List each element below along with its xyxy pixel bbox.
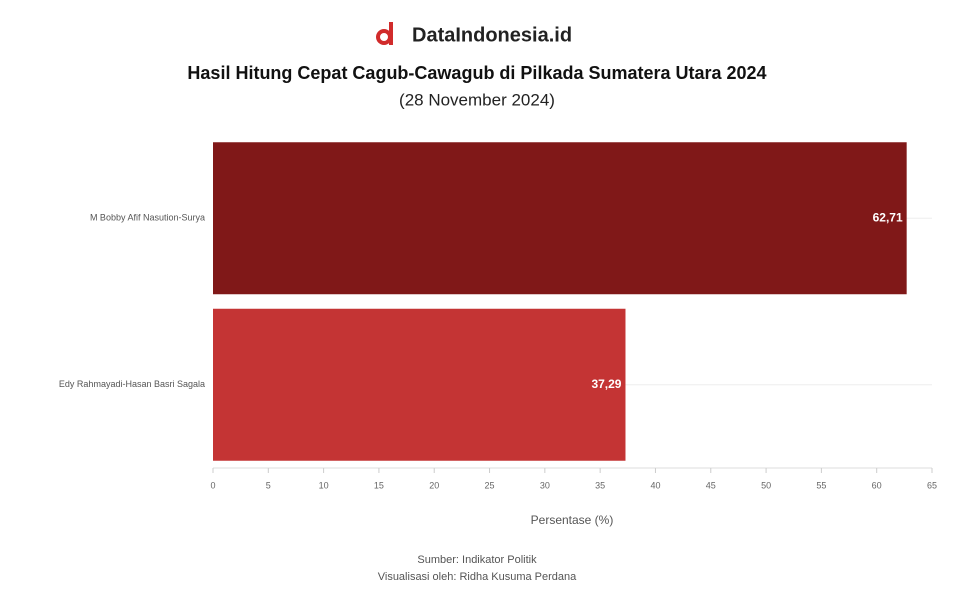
x-tick-label: 0 xyxy=(210,480,215,490)
x-tick-label: 20 xyxy=(429,480,439,490)
x-tick-label: 65 xyxy=(927,480,937,490)
x-axis-title: Persentase (%) xyxy=(531,513,614,527)
credit-note: Visualisasi oleh: Ridha Kusuma Perdana xyxy=(378,571,577,583)
x-tick-label: 50 xyxy=(761,480,771,490)
x-tick-label: 30 xyxy=(540,480,550,490)
brand: DataIndonesia.id xyxy=(412,24,572,46)
x-tick-label: 15 xyxy=(374,480,384,490)
x-tick-label: 5 xyxy=(266,480,271,490)
source-note: Sumber: Indikator Politik xyxy=(417,554,537,566)
x-tick-label: 10 xyxy=(319,480,329,490)
x-tick-label: 55 xyxy=(816,480,826,490)
x-tick-label: 40 xyxy=(650,480,660,490)
value-label: 62,71 xyxy=(873,210,903,224)
x-tick-label: 35 xyxy=(595,480,605,490)
value-label: 37,29 xyxy=(591,377,621,391)
x-tick-label: 60 xyxy=(872,480,882,490)
x-tick-label: 45 xyxy=(706,480,716,490)
bar xyxy=(213,142,907,295)
bar xyxy=(213,308,626,461)
y-tick-label: M Bobby Afif Nasution-Surya xyxy=(90,213,205,223)
x-tick-label: 25 xyxy=(485,480,495,490)
chart-subtitle: (28 November 2024) xyxy=(399,90,555,109)
y-tick-label: Edy Rahmayadi-Hasan Basri Sagala xyxy=(59,379,205,389)
chart-title: Hasil Hitung Cepat Cagub-Cawagub di Pilk… xyxy=(187,63,766,83)
logo-icon xyxy=(376,22,393,45)
